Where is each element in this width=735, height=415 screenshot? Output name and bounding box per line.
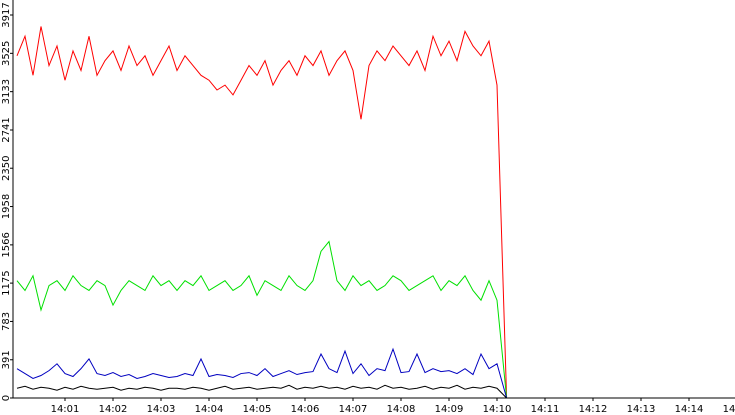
x-tick-label: 14:04: [195, 404, 224, 415]
series-line: [16, 240, 508, 399]
x-tick-label: 14:09: [435, 404, 464, 415]
y-tick-label: 3917: [1, 2, 12, 27]
y-tick-label: 2741: [1, 117, 12, 142]
x-tick-label: 14:01: [51, 404, 80, 415]
x-tick-label: 14:11: [531, 404, 560, 415]
x-tick-label: 14:02: [99, 404, 128, 415]
y-tick-label: 391: [1, 350, 12, 369]
y-tick-label: 1175: [1, 270, 12, 295]
x-tick-label: 14:08: [387, 404, 416, 415]
x-tick-label: 14:05: [243, 404, 272, 415]
x-tick-label: 14:12: [579, 404, 608, 415]
y-tick-label: 2350: [1, 155, 12, 180]
x-tick-label: 14:14: [675, 404, 704, 415]
x-tick-label: 14:07: [339, 404, 368, 415]
y-tick-label: 1566: [1, 232, 12, 257]
y-tick-label: 3133: [1, 79, 12, 104]
series-line: [16, 26, 508, 399]
x-tick-label: 14:15: [723, 404, 735, 415]
y-tick-label: 783: [1, 312, 12, 331]
x-tick-label: 14:13: [627, 404, 656, 415]
y-tick-label: 1958: [1, 194, 12, 219]
y-tick-label: 0: [1, 395, 12, 401]
y-tick-label: 3525: [1, 41, 12, 66]
x-tick-label: 14:03: [147, 404, 176, 415]
series-line: [16, 384, 507, 399]
x-tick-label: 14:10: [483, 404, 512, 415]
series-line: [16, 347, 508, 399]
x-tick-label: 14:06: [291, 404, 320, 415]
